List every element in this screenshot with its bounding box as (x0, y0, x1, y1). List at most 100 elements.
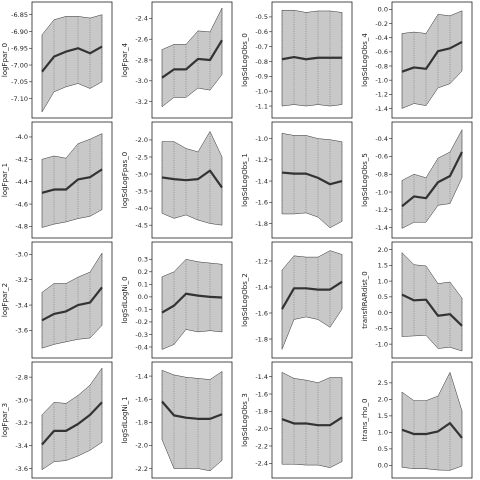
panel-frame (31, 241, 113, 359)
y-tick-label: 0.3 (138, 256, 148, 264)
y-tick-label: -0.2 (375, 20, 388, 28)
panel-frame (271, 121, 353, 239)
band-transfIRARdist_0 (401, 252, 463, 352)
y-tick-label: -6.90 (11, 28, 28, 36)
panel-frame (151, 121, 233, 239)
y-tick-label: -0.8 (375, 62, 388, 70)
y-tick-label: 0.0 (378, 6, 388, 14)
y-tick-label: -1.0 (375, 188, 388, 196)
y-tick-label: 0.5 (378, 445, 388, 453)
panel-logSdLogObs_4: 0.0 -0.2 -0.4 -0.6 -0.8 -1.0 -1.2 -1.4 logSdLogO… (361, 1, 473, 119)
y-tick-label: -0.4 (135, 343, 148, 351)
y-axis-label: logFpar_3 (1, 403, 9, 437)
y-tick-label: -0.6 (375, 153, 388, 161)
y-tick-label: -1.2 (255, 257, 268, 265)
panel-logFpar_3: -2.8 -3.0 -3.2 -3.4 -3.6 logFpar_3 (1, 361, 113, 479)
y-axis-label: logSdLogFpas_0 (121, 152, 129, 208)
y-tick-label: -2.6 (135, 36, 148, 44)
y-tick-label: -2.2 (255, 442, 268, 450)
mean-line-itrans_rho_0 (401, 422, 463, 439)
panel-logSdLogObs_2: -1.2 -1.4 -1.6 -1.8 logSdLogObs_2 (241, 241, 353, 359)
band-logSdLogObs_3 (281, 371, 343, 468)
y-tick-label: -7.10 (11, 95, 28, 103)
y-tick-label: -3.2 (15, 276, 28, 284)
mean-line-logSdLogObs_5 (401, 151, 463, 208)
y-tick-label: 0.0 (138, 293, 148, 301)
panel-logFpar_1: -4.0 -4.2 -4.4 -4.6 -4.8 logFpar_1 (1, 121, 113, 239)
y-tick-label: -3.2 (15, 419, 28, 427)
mean-line-logFpar_2 (41, 286, 103, 322)
band-logFpar_0 (41, 14, 103, 113)
y-tick-label: -3.6 (15, 327, 28, 335)
panel-logFpar_4: -2.4 -2.6 -2.8 -3.0 -3.2 logFpar_4 (121, 1, 233, 119)
y-tick-label: -3.2 (135, 98, 148, 106)
y-tick-label: -3.0 (135, 77, 148, 85)
panel-logSdLogObs_0: -0.5 -0.6 -0.7 -0.8 -0.9 -1.0 -1.1 logSdLogObs_… (241, 1, 353, 119)
y-axis-label: logSdLogNi_1 (121, 396, 129, 443)
y-tick-label: -3.0 (15, 251, 28, 259)
mean-line-logSdLogObs_1 (281, 171, 343, 186)
panel-logSdLogNi_0: 0.3 0.2 0.1 0.0 -0.1 -0.2 -0.3 -0.4 logSdLogNi_0 (121, 241, 233, 359)
y-tick-label: -2.4 (255, 460, 268, 468)
y-tick-label: -4.0 (15, 133, 28, 141)
y-tick-label: -6.95 (11, 45, 28, 53)
y-tick-label: -4.0 (135, 204, 148, 212)
mean-line-logFpar_0 (41, 45, 103, 73)
panel-frame (31, 361, 113, 479)
y-axis-label: logFpar_2 (1, 283, 9, 317)
panel-frame (391, 361, 473, 479)
panel-frame (271, 361, 353, 479)
y-tick-label: -1.0 (255, 135, 268, 143)
y-tick-label: -3.0 (135, 170, 148, 178)
panel-frame (391, 1, 473, 119)
y-axis-label: logSdLogObs_5 (361, 153, 369, 207)
y-tick-label: -1.8 (255, 335, 268, 343)
y-tick-label: -1.2 (255, 156, 268, 164)
y-tick-label: 1.0 (378, 277, 388, 285)
y-tick-label: -1.6 (255, 309, 268, 317)
y-tick-label: -4.4 (15, 178, 28, 186)
y-axis-label: logFpar_0 (1, 43, 9, 77)
panel-logSdLogFpas_0: -2.0 -2.5 -3.0 -3.5 -4.0 -4.5 logSdLogFpas_0 (121, 121, 233, 239)
y-tick-label: -1.2 (375, 91, 388, 99)
y-tick-label: -0.9 (255, 73, 268, 81)
y-axis-label: logSdLogNi_0 (121, 276, 129, 323)
band-logFpar_2 (41, 252, 103, 349)
panel-frame (271, 1, 353, 119)
y-tick-label: -1.4 (255, 373, 268, 381)
y-tick-label: -0.3 (135, 331, 148, 339)
y-tick-label: 1.0 (378, 429, 388, 437)
mean-line-logSdLogObs_4 (401, 40, 463, 73)
panel-transfIRARdist_0: 2.0 1.5 1.0 0.5 0.0 -0.5 -1.0 transfIRARdist_0 (361, 241, 473, 359)
y-tick-label: 0.1 (138, 281, 148, 289)
y-tick-label: -0.6 (255, 28, 268, 36)
y-tick-label: -6.85 (11, 11, 28, 19)
y-axis-label: logSdLogObs_0 (241, 33, 249, 87)
y-tick-label: -4.2 (15, 156, 28, 164)
panel-frame (151, 241, 233, 359)
y-tick-label: -1.0 (375, 76, 388, 84)
y-tick-label: -3.0 (15, 396, 28, 404)
panel-frame (31, 121, 113, 239)
y-tick-label: -7.00 (11, 61, 28, 69)
y-tick-label: -0.4 (375, 34, 388, 42)
band-logSdLogObs_5 (401, 129, 463, 229)
y-tick-label: -0.5 (375, 325, 388, 333)
y-tick-label: 0.5 (378, 293, 388, 301)
y-tick-label: -1.1 (255, 102, 268, 110)
y-tick-label: -1.4 (255, 283, 268, 291)
band-logFpar_3 (41, 367, 103, 471)
panel-frame (271, 241, 353, 359)
panel-logSdLogObs_3: -1.4 -1.6 -1.8 -2.0 -2.2 -2.4 logSdLogObs_3 (241, 361, 353, 479)
y-tick-label: -0.5 (255, 13, 268, 21)
y-tick-label: -7.05 (11, 78, 28, 86)
mean-line-logFpar_4 (161, 39, 223, 79)
panel-logSdLogObs_5: -0.4 -0.6 -0.8 -1.0 -1.2 -1.4 logSdLogObs_5 (361, 121, 473, 239)
panel-logSdLogObs_1: -1.0 -1.2 -1.4 -1.6 -1.8 logSdLogObs_1 (241, 121, 353, 239)
panel-frame (31, 1, 113, 119)
panel-logFpar_0: -6.85 -6.90 -6.95 -7.00 -7.05 -7.10 logFpar_0 (1, 1, 113, 119)
mean-line-logSdLogObs_3 (281, 416, 343, 427)
y-tick-label: -0.8 (375, 171, 388, 179)
mean-line-logSdLogNi_1 (161, 400, 223, 420)
